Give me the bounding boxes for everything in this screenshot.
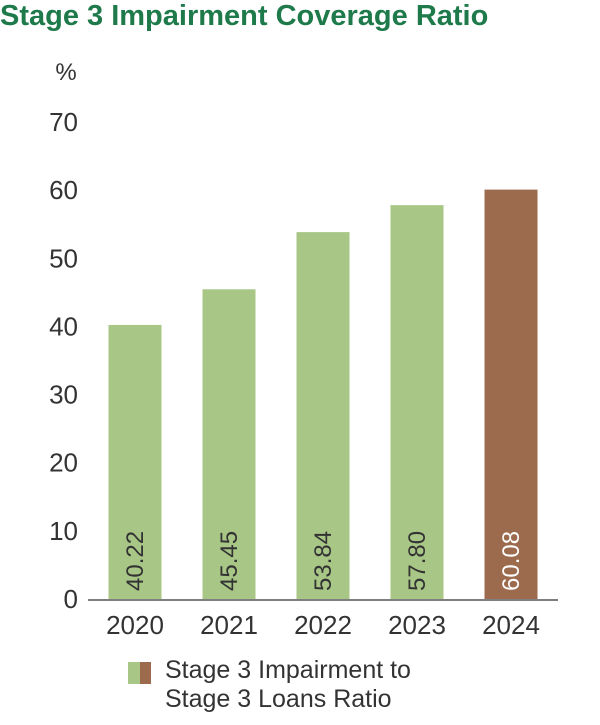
bars [108,189,538,600]
bar-2020 [108,324,162,599]
x-tick-label-2020: 2020 [106,610,164,640]
y-tick-label: 60 [49,175,78,205]
bar-2024 [484,189,538,599]
x-tick-label-2023: 2023 [388,610,446,640]
bar-2023 [390,205,444,600]
y-tick-label: 40 [49,311,78,341]
bar-2021 [202,289,256,599]
y-axis-unit: % [55,59,76,86]
y-tick-label: 0 [64,584,78,614]
value-label-2022: 53.84 [310,531,337,591]
y-tick-label: 30 [49,380,78,410]
y-tick-label: 10 [49,516,78,546]
legend-label: Stage 3 Impairment to Stage 3 Loans Rati… [165,656,411,713]
legend-swatch [128,662,151,684]
value-label-2021: 45.45 [216,531,243,591]
value-labels: 40.22 45.45 53.84 57.80 60.08 [122,531,525,591]
y-axis-ticks: 0 10 20 30 40 50 60 70 [49,107,78,614]
x-tick-label-2022: 2022 [294,610,352,640]
y-tick-label: 70 [49,107,78,137]
y-tick-label: 20 [49,448,78,478]
x-tick-label-2021: 2021 [200,610,258,640]
bar-2022 [296,232,350,600]
chart-title: Stage 3 Impairment Coverage Ratio [0,0,489,32]
value-label-2024: 60.08 [498,531,525,591]
y-tick-label: 50 [49,243,78,273]
x-axis-ticks: 2020 2021 2022 2023 2024 [106,610,540,640]
x-tick-label-2024: 2024 [482,610,540,640]
value-label-2020: 40.22 [122,531,149,591]
value-label-2023: 57.80 [404,531,431,591]
